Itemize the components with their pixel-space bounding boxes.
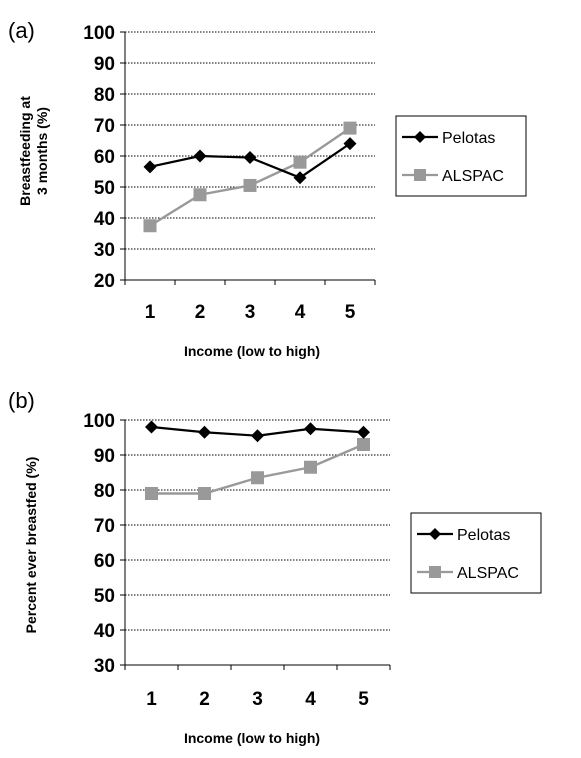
panel-b-point-pelotas: [357, 425, 370, 439]
panel-b-series-line-alspac: [151, 443, 364, 495]
panel-b-point-pelotas: [304, 422, 317, 436]
panel-b-x-tick-label: 3: [252, 689, 263, 710]
panel-b-legend-box: [410, 512, 542, 594]
panel-b-y-tick-label: 40: [94, 621, 115, 642]
panel-b-point-alspac: [198, 487, 211, 500]
panel-a-point-alspac: [143, 219, 157, 233]
panel-a-y-tick-label: 60: [94, 147, 115, 168]
panel-b-point-alspac: [304, 460, 317, 474]
panel-a-point-pelotas: [293, 171, 307, 185]
panel-b-point-alspac: [357, 438, 370, 451]
panel-a-y-axis-title-line2: 3 months (%): [34, 107, 50, 195]
panel-b-x-tick-label: 2: [199, 689, 210, 710]
panel-a-x-tick-label: 1: [145, 302, 156, 323]
panel-b-y-axis-title: Percent ever breastfed (%): [23, 457, 39, 634]
panel-b-y-tick-label: 100: [83, 411, 115, 432]
panel-b-x-tick-label: 5: [358, 689, 369, 710]
panel-b-legend-marker-alspac: [429, 566, 441, 578]
panel-a-y-tick-label: 80: [94, 85, 115, 106]
panel-b-point-alspac: [145, 487, 158, 500]
panel-a-legend-marker-alspac: [414, 169, 426, 181]
panel-a-x-axis-title: Income (low to high): [184, 343, 320, 359]
panel-b-label: (b): [8, 388, 35, 413]
panel-a-y-tick-label: 70: [94, 116, 115, 137]
panel-a-point-alspac: [193, 188, 207, 202]
panel-a-point-alspac: [343, 121, 357, 135]
panel-a-y-tick-label: 100: [83, 23, 115, 44]
panel-a-point-pelotas: [243, 151, 257, 165]
panel-a-x-tick-label: 4: [295, 302, 306, 323]
panel-b-y-tick-label: 80: [94, 481, 115, 502]
panel-b-x-tick-label: 1: [146, 689, 157, 710]
panel-a-legend-box: [395, 115, 527, 197]
panel-a-series-line-alspac: [149, 127, 351, 227]
panel-b-y-tick-label: 70: [94, 516, 115, 537]
panel-a-y-tick-label: 20: [94, 271, 115, 292]
panel-b-legend-label-alspac: ALSPAC: [457, 565, 519, 582]
panel-a-y-tick-label: 40: [94, 209, 115, 230]
panel-b-x-axis-title: Income (low to high): [184, 730, 320, 746]
panel-a-point-alspac: [293, 155, 307, 169]
panel-a-point-pelotas: [143, 160, 157, 174]
panel-a-point-alspac: [243, 178, 257, 192]
panel-b-legend-label-pelotas: Pelotas: [457, 527, 510, 544]
panel-a-point-pelotas: [193, 149, 207, 163]
panel-a-x-tick-label: 5: [345, 302, 356, 323]
panel-a-y-axis-title-line1: Breastfeeding at: [17, 96, 33, 206]
panel-b-y-tick-label: 60: [94, 551, 115, 572]
panel-b-point-alspac: [251, 471, 264, 485]
panel-b-x-tick-label: 4: [305, 689, 316, 710]
panel-a-point-pelotas: [343, 137, 357, 151]
panel-b-point-pelotas: [251, 429, 264, 443]
panel-b-legend-marker-pelotas: [429, 528, 441, 540]
panel-a: (a) Income (low to high) Breastfeeding a…: [8, 18, 527, 359]
panel-b-y-tick-label: 50: [94, 586, 115, 607]
panel-a-legend-label-alspac: ALSPAC: [442, 168, 504, 185]
panel-a-legend-label-pelotas: Pelotas: [442, 130, 495, 147]
panel-a-y-tick-label: 30: [94, 240, 115, 261]
panel-b-legend: Pelotas ALSPAC: [410, 512, 542, 594]
panel-a-y-tick-label: 50: [94, 178, 115, 199]
panel-a-label: (a): [8, 18, 35, 43]
panel-b-y-tick-label: 90: [94, 446, 115, 467]
panel-a-legend: Pelotas ALSPAC: [395, 115, 527, 197]
panel-a-x-tick-label: 2: [195, 302, 206, 323]
panel-a-y-tick-label: 90: [94, 54, 115, 75]
panel-b-point-pelotas: [145, 420, 158, 434]
panel-a-legend-marker-pelotas: [414, 131, 426, 143]
panel-a-x-tick-label: 3: [245, 302, 256, 323]
panel-b-y-tick-label: 30: [94, 656, 115, 677]
panel-b-point-pelotas: [198, 425, 211, 439]
panel-b: (b) Income (low to high) Percent ever br…: [8, 388, 542, 746]
